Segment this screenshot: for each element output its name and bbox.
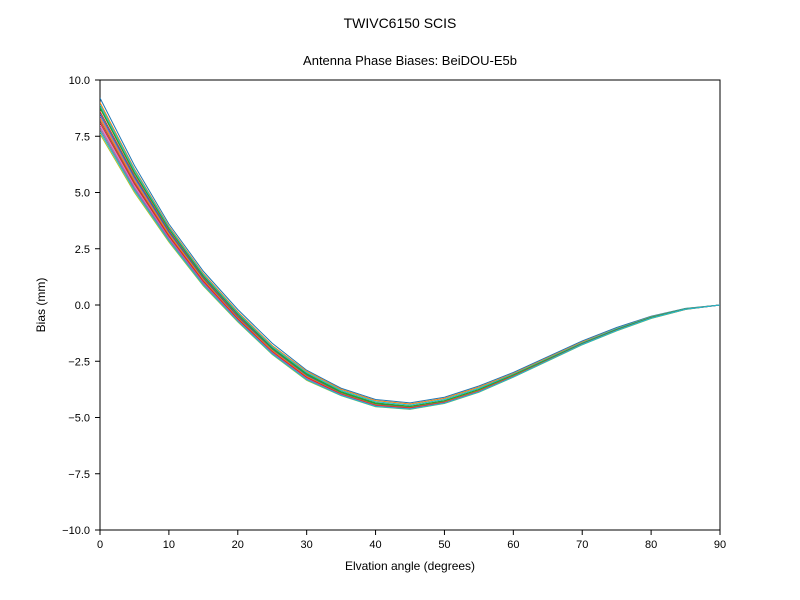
ytick-label: 0.0	[75, 300, 90, 312]
xtick-label: 90	[714, 539, 726, 551]
ytick-label: −10.0	[62, 525, 90, 537]
xtick-label: 30	[301, 539, 313, 551]
xtick-label: 70	[576, 539, 588, 551]
xtick-label: 80	[645, 539, 657, 551]
y-axis-label: Bias (mm)	[34, 278, 48, 333]
data-series	[100, 105, 720, 405]
data-series	[100, 98, 720, 403]
xtick-label: 0	[97, 539, 103, 551]
chart-container: 0 10 20 30 40 50 60 70 80 90 −10.0 −7.5 −5.0 −2.5 0.0 2…	[0, 0, 800, 600]
ytick-label: 7.5	[75, 131, 90, 143]
chart-suptitle: TWIVC6150 SCIS	[344, 15, 457, 31]
xtick-label: 40	[369, 539, 381, 551]
xtick-label: 20	[232, 539, 244, 551]
data-series	[100, 103, 720, 405]
ytick-label: −7.5	[68, 469, 90, 481]
x-axis-label: Elvation angle (degrees)	[345, 559, 475, 573]
xtick-label: 50	[438, 539, 450, 551]
ytick-label: 5.0	[75, 188, 90, 200]
ytick-label: 2.5	[75, 244, 90, 256]
xtick-label: 10	[163, 539, 175, 551]
ytick-label: −2.5	[68, 356, 90, 368]
series-group	[100, 98, 720, 409]
chart-title: Antenna Phase Biases: BeiDOU-E5b	[303, 53, 517, 68]
chart-svg: 0 10 20 30 40 50 60 70 80 90 −10.0 −7.5 −5.0 −2.5 0.0 2…	[0, 0, 800, 600]
ytick-label: −5.0	[68, 413, 90, 425]
xtick-label: 60	[507, 539, 519, 551]
ytick-label: 10.0	[69, 75, 90, 87]
